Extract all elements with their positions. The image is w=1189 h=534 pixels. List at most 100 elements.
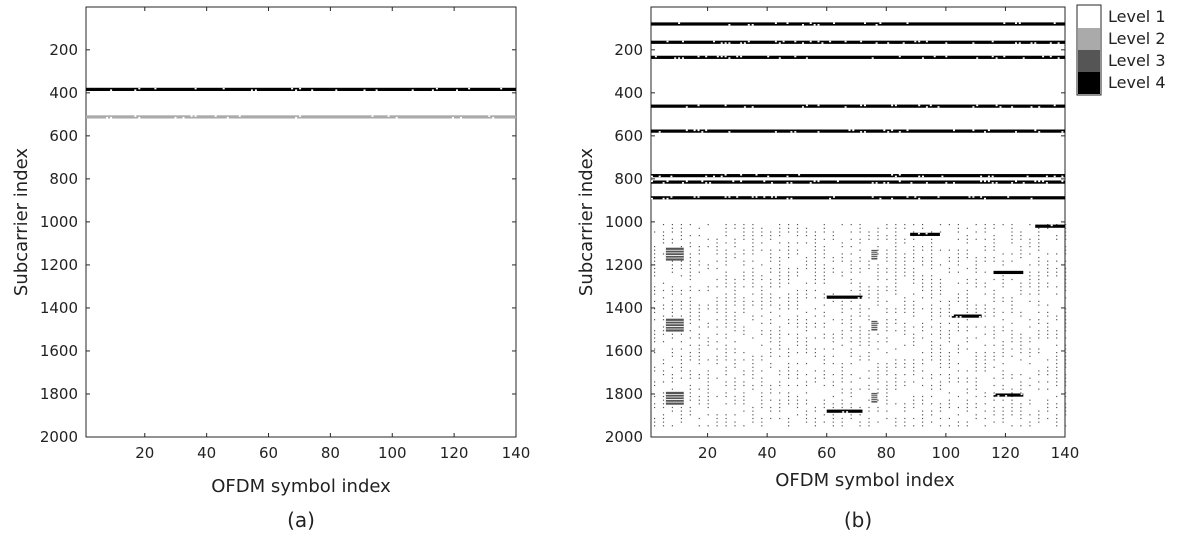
b-pilot-cell (993, 308, 995, 310)
b-band-gap (984, 131, 986, 133)
b-band (651, 104, 1065, 108)
b-band-gap (666, 180, 669, 183)
b-pilot-cell (886, 224, 888, 226)
panel-a-x-ticks: 20 40 60 80 100 120 140 (135, 7, 530, 462)
b-pilot-cell (993, 344, 995, 346)
a-band-gap (435, 87, 438, 90)
b-pilot-cell (761, 395, 763, 398)
b-band-gap (1015, 131, 1017, 133)
b-pilot-cell (770, 322, 772, 324)
b-block (871, 249, 878, 260)
b-pilot-cell (877, 370, 879, 372)
b-pilot-cell (1065, 410, 1067, 412)
b-pilot-cell (984, 293, 986, 295)
b-pilot-cell (689, 260, 691, 262)
b-pilot-cell (957, 297, 959, 299)
b-pilot-cell (931, 242, 933, 244)
b-pilot-cell (707, 337, 709, 339)
a-band-gap (110, 116, 113, 119)
a-band-gap (431, 89, 434, 91)
b-pilot-cell (1002, 384, 1004, 387)
b-pilot-cell (841, 319, 843, 321)
b-pilot-cell (939, 359, 942, 361)
b-pilot-cell (957, 227, 959, 229)
b-pilot-cell (654, 253, 656, 255)
b-band-gap (879, 22, 882, 24)
b-pilot-cell (1065, 267, 1067, 270)
b-pilot-cell (931, 264, 933, 266)
b-pilot-cell (886, 326, 888, 328)
b-pilot-cell (770, 253, 772, 255)
b-pilot-cell (654, 308, 656, 310)
b-pilot-cell (805, 257, 808, 259)
b-pilot-cell (805, 319, 808, 321)
b-pilot-cell (671, 238, 673, 240)
b-pilot-cell (832, 267, 834, 270)
b-pilot-cell (1047, 271, 1049, 273)
b-pilot-cell (671, 381, 673, 383)
b-pilot-cell (877, 374, 879, 376)
b-pilot-cell (823, 333, 825, 335)
b-band-gap (891, 197, 894, 200)
b-pilot-cell (1029, 242, 1031, 244)
b-pilot-cell (1011, 235, 1013, 237)
b-pilot-cell (707, 374, 709, 376)
b-pilot-cell (743, 333, 745, 335)
b-pilot-cell (877, 348, 879, 350)
b-pilot-cell (689, 406, 691, 409)
b-pilot-cell (743, 384, 745, 387)
b-pilot-cell (788, 319, 790, 321)
b-pilot-cell (922, 337, 924, 339)
b-pilot-cell (948, 425, 950, 427)
b-pilot-cell (734, 395, 736, 398)
b-pilot-cell (752, 363, 754, 365)
b-pilot-cell (743, 410, 745, 412)
b-pilot-cell (993, 384, 995, 387)
b-pilot-cell (654, 330, 656, 332)
b-band-gap (747, 40, 750, 43)
b-pilot-cell (671, 267, 673, 270)
b-pilot-cell (841, 425, 843, 427)
b-pilot-cell (716, 246, 718, 248)
b-pilot-cell (814, 315, 816, 317)
b-pilot-cell (913, 359, 915, 361)
b-band-gap (743, 42, 746, 44)
b-pilot-cell (796, 297, 799, 299)
b-pilot-cell (743, 425, 745, 427)
b-pilot-cell (975, 311, 977, 313)
b-band-gap (894, 104, 897, 107)
b-pilot-cell (904, 242, 906, 244)
b-pilot-cell (814, 235, 816, 237)
b-pilot-cell (698, 235, 700, 237)
b-band-gap (972, 42, 975, 44)
b-pilot-cell (796, 304, 799, 306)
b-band-gap (945, 55, 948, 58)
b-pilot-cell (707, 403, 709, 405)
b-pilot-cell (832, 403, 834, 405)
b-pilot-cell (993, 293, 995, 295)
b-pilot-cell (734, 293, 736, 295)
panel-b-label: (b) (844, 508, 872, 532)
b-pilot-cell (832, 417, 834, 420)
b-pilot-cell (743, 249, 745, 251)
b-pilot-cell (743, 311, 745, 313)
b-pilot-cell (823, 315, 825, 317)
b-pilot-cell (895, 293, 897, 295)
a-band (86, 115, 516, 119)
a-band-gap (134, 115, 137, 117)
b-pilot-cell (1065, 374, 1067, 376)
b-pilot-cell (948, 381, 950, 383)
b-band-line (826, 409, 863, 413)
b-pilot-cell (1020, 381, 1022, 383)
b-band-gap (972, 196, 975, 198)
b-band-gap (662, 182, 665, 184)
b-pilot-cell (913, 267, 915, 270)
b-pilot-cell (895, 235, 897, 237)
b-pilot-cell (805, 348, 808, 350)
b-pilot-cell (841, 224, 843, 226)
b-pilot-cell (779, 417, 781, 420)
b-band-gap (945, 182, 948, 184)
b-pilot-cell (761, 370, 763, 372)
b-pilot-cell (752, 253, 754, 255)
b-pilot-cell (966, 227, 968, 229)
